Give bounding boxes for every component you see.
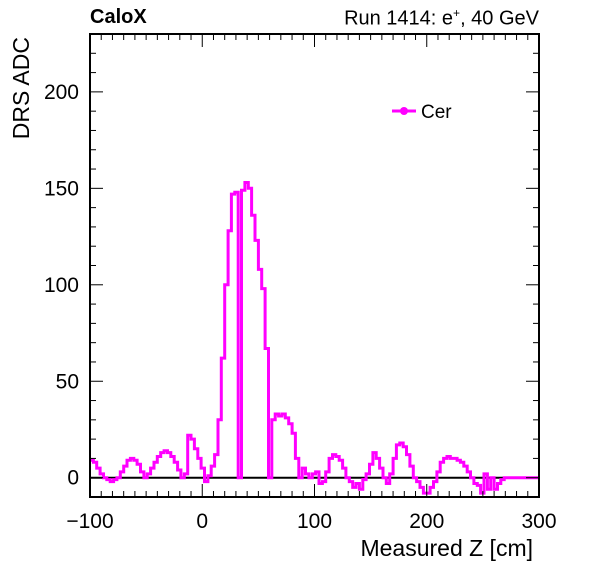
- legend: Cer: [392, 102, 452, 123]
- x-tick-label: 0: [196, 510, 208, 533]
- run-info-charge: +: [453, 6, 461, 20]
- run-info-prefix: Run 1414: e: [344, 7, 454, 30]
- x-tick-label: 300: [521, 510, 556, 533]
- run-info: Run 1414: e+, 40 GeV: [344, 6, 539, 31]
- y-tick-label: 100: [44, 274, 79, 297]
- y-tick-label: 50: [56, 370, 79, 393]
- legend-label-cer: Cer: [421, 102, 452, 123]
- y-tick-label: 150: [44, 177, 79, 200]
- y-tick-label: 200: [44, 81, 79, 104]
- y-tick-label: 0: [67, 467, 79, 490]
- y-axis: 0 50 100 150 200: [44, 33, 539, 498]
- x-axis-label: Measured Z [cm]: [360, 535, 533, 561]
- experiment-title: CaloX: [90, 6, 147, 28]
- x-axis: −100 0 100 200 300: [66, 34, 557, 533]
- x-tick-label: −100: [66, 510, 113, 533]
- series-cer-line: [90, 181, 539, 495]
- y-axis-label: DRS ADC: [8, 37, 34, 139]
- x-tick-label: 200: [409, 510, 444, 533]
- legend-marker-cer: [400, 107, 408, 115]
- plot-frame: [89, 33, 540, 498]
- x-tick-label: 100: [297, 510, 332, 533]
- run-info-suffix: , 40 GeV: [460, 7, 539, 30]
